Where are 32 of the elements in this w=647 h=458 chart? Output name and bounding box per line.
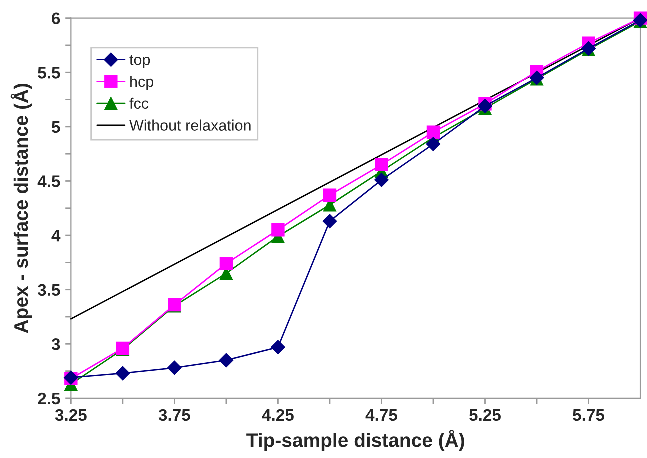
y-tick-label: 4.5 — [38, 176, 60, 188]
point — [322, 214, 338, 229]
x-tick-label: 3.25 — [55, 409, 87, 422]
legend-label: fcc — [130, 98, 149, 110]
x-tick-label: 3.75 — [158, 409, 190, 422]
point — [167, 360, 182, 376]
legend-label: hcp — [130, 76, 154, 90]
x-axis-title: Tip-sample distance (Å) — [246, 430, 464, 452]
point — [426, 137, 441, 152]
y-tick-label: 2.5 — [38, 392, 60, 405]
y-tick-label: 6 — [52, 12, 60, 25]
legend-label: top — [130, 55, 150, 68]
y-tick-label: 5 — [52, 122, 60, 134]
point — [374, 172, 389, 188]
y-tick-label: 3 — [52, 338, 60, 350]
point — [116, 366, 130, 381]
legend-label: Without relaxation — [130, 120, 251, 131]
y-tick-label: 3.5 — [38, 284, 60, 296]
x-tick-label: 5.25 — [470, 409, 502, 422]
x-tick-label: 5.75 — [573, 409, 605, 422]
point — [220, 257, 234, 270]
point — [272, 224, 285, 237]
point — [426, 126, 440, 139]
point — [219, 353, 234, 368]
x-tick-label: 4.75 — [366, 409, 398, 422]
y-tick-label: 4 — [52, 230, 61, 242]
point — [270, 340, 286, 355]
x-tick-label: 4.25 — [262, 409, 294, 422]
y-axis-title: Apex - surface distance (Å) — [10, 84, 32, 334]
y-tick-label: 5.5 — [38, 67, 60, 79]
point — [375, 158, 388, 172]
point — [323, 188, 337, 202]
